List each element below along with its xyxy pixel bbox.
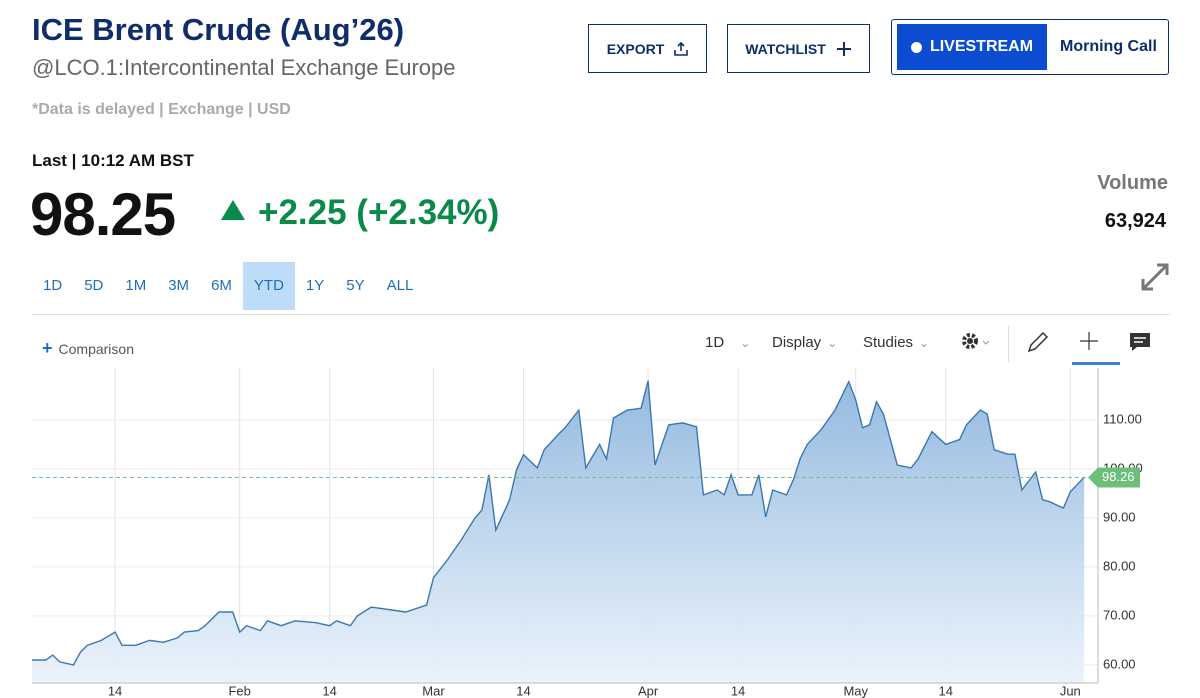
- x-tick-label: 14: [731, 683, 745, 698]
- export-label: EXPORT: [606, 40, 665, 57]
- up-arrow: [221, 200, 245, 220]
- comparison-label: Comparison: [58, 341, 134, 357]
- y-tick-label: 60.00: [1103, 656, 1136, 671]
- crosshair-icon[interactable]: [1072, 328, 1120, 366]
- plus-icon: [836, 41, 851, 56]
- range-button[interactable]: 5Y: [346, 277, 365, 294]
- y-tick-label: 90.00: [1103, 509, 1136, 524]
- studies-label: Studies: [863, 334, 914, 351]
- delay-note: *Data is delayed | Exchange | USD: [32, 101, 291, 118]
- range-button[interactable]: ALL: [386, 277, 414, 294]
- range-button[interactable]: 6M: [211, 277, 232, 294]
- studies-menu[interactable]: Studies ⌄: [863, 334, 930, 351]
- price-line: [32, 379, 1085, 666]
- x-tick-label: Jun: [1060, 683, 1081, 698]
- last-time: Last | 10:12 AM BST: [32, 151, 194, 170]
- last-value-label: 98.26: [1102, 469, 1135, 484]
- morning-call-button[interactable]: Morning Call: [1060, 38, 1157, 55]
- x-tick-label: 14: [516, 683, 530, 698]
- y-tick-label: 70.00: [1103, 607, 1136, 622]
- x-tick-label: 14: [108, 683, 122, 698]
- settings-icon[interactable]: [960, 330, 996, 354]
- volume: 63,924: [1104, 210, 1166, 232]
- range-button[interactable]: YTD: [242, 262, 295, 310]
- range-button[interactable]: 1D: [43, 277, 63, 294]
- draw-icon[interactable]: [1026, 330, 1050, 354]
- change: +2.25 (+2.34%): [258, 193, 500, 232]
- x-tick-label: Feb: [228, 683, 250, 698]
- livestream-label: LIVESTREAM: [929, 38, 1034, 55]
- interval-menu[interactable]: 1D ⌄: [705, 334, 751, 351]
- comment-icon[interactable]: [1128, 330, 1152, 354]
- x-tick-label: 14: [938, 683, 952, 698]
- x-tick-label: May: [843, 683, 868, 698]
- range-selector: 1D 5D 1M 3M 6M YTD 1Y 5Y ALL: [32, 262, 424, 310]
- x-tick-label: Mar: [422, 683, 445, 698]
- divider: [1008, 326, 1009, 362]
- x-tick-label: Apr: [638, 683, 659, 698]
- y-tick-label: 80.00: [1103, 558, 1136, 573]
- watchlist-button[interactable]: WATCHLIST: [727, 24, 870, 73]
- divider: [32, 314, 1170, 315]
- volume-label: Volume: [1097, 172, 1168, 194]
- display-label: Display: [772, 334, 822, 351]
- x-tick-label: 14: [322, 683, 336, 698]
- y-tick-label: 110.00: [1103, 411, 1142, 426]
- range-button[interactable]: 5D: [84, 277, 104, 294]
- expand-icon[interactable]: [1140, 262, 1170, 292]
- price: 98.25: [30, 181, 176, 248]
- last-value-tag: [1088, 467, 1140, 488]
- interval-label: 1D: [705, 334, 725, 351]
- export-icon: [674, 41, 689, 56]
- comparison-button[interactable]: + Comparison: [42, 338, 134, 358]
- subtitle: @LCO.1:Intercontinental Exchange Europe: [32, 55, 456, 80]
- display-menu[interactable]: Display ⌄: [772, 334, 838, 351]
- area: [32, 380, 1085, 683]
- range-button[interactable]: 1Y: [305, 277, 325, 294]
- range-button[interactable]: 3M: [168, 277, 190, 294]
- range-button[interactable]: 1M: [125, 277, 147, 294]
- live-group: LIVESTREAM Morning Call: [891, 19, 1169, 75]
- title: ICE Brent Crude (Aug’26): [32, 12, 405, 47]
- livestream-button[interactable]: LIVESTREAM: [897, 24, 1047, 70]
- watchlist-label: WATCHLIST: [745, 40, 826, 57]
- export-button[interactable]: EXPORT: [588, 24, 707, 73]
